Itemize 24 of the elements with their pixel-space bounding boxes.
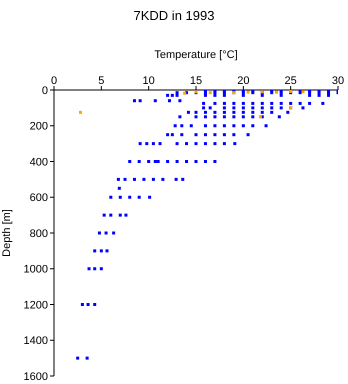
- point: [246, 90, 250, 94]
- x-tick-label: 25: [284, 75, 297, 87]
- x-tick-label: 0: [50, 75, 58, 87]
- x-tick-label: 20: [237, 75, 250, 87]
- y-tick-label: 400: [30, 156, 48, 168]
- x-tick-label: 15: [190, 75, 202, 87]
- point: [301, 90, 304, 94]
- point: [79, 110, 82, 114]
- y-tick-label: 600: [30, 192, 48, 204]
- y-tick-label: 1200: [24, 299, 48, 312]
- y-tick-label: 1000: [24, 264, 48, 276]
- x-axis-title: Temperature [°C]: [154, 48, 238, 61]
- chart-title: 7KDD in 1993: [132, 8, 216, 23]
- y-tick-label: 1400: [24, 335, 48, 348]
- point: [274, 90, 278, 94]
- y-tick-label: 0: [42, 84, 48, 97]
- x-tick-label: 10: [142, 75, 155, 87]
- x-tick-label: 5: [98, 75, 104, 87]
- y-tick-label: 200: [30, 120, 48, 133]
- x-tick-label: 30: [332, 75, 344, 87]
- point: [208, 91, 212, 94]
- y-axis-title: Depth [m]: [0, 209, 13, 257]
- y-tick-label: 1600: [24, 370, 48, 383]
- y-tick-label: 800: [30, 228, 48, 240]
